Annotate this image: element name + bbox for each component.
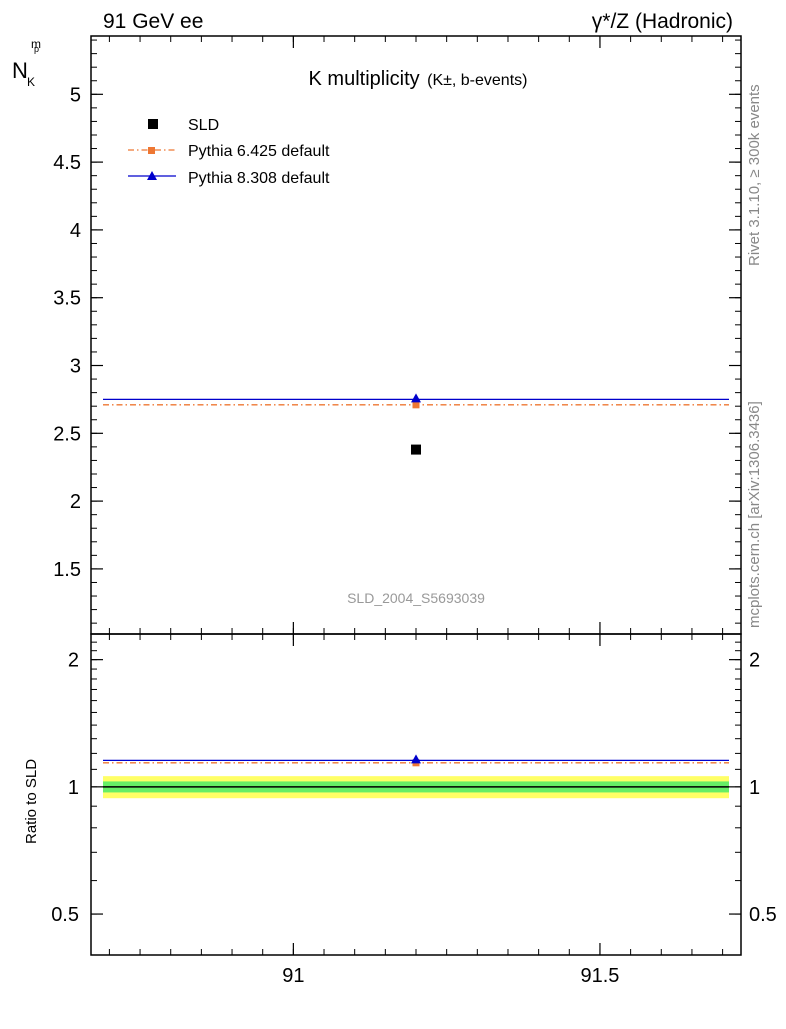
xtick-label: 91	[282, 965, 304, 987]
main-ytick-label: 3.5	[53, 288, 81, 310]
ratio-ytick-label-right: 0.5	[749, 904, 777, 926]
legend-label-py8: Pythia 8.308 default	[188, 170, 330, 187]
main-ytick-label: 1.5	[53, 559, 81, 581]
header-right: γ*/Z (Hadronic)	[592, 10, 733, 33]
main-panel: 1.5 2 2.5 3 3.5 4 4.5 5	[53, 35, 742, 635]
ratio-ytick-label-left: 2	[68, 650, 79, 672]
main-ytick-label: 2.5	[53, 423, 81, 445]
header-left: 91 GeV ee	[103, 10, 203, 33]
main-ylabel-sub: K	[27, 75, 35, 89]
analysis-watermark: SLD_2004_S5693039	[347, 590, 485, 606]
main-ylabel-sub2: m	[31, 37, 41, 51]
main-ylabel-main: N	[12, 58, 28, 83]
legend-label-sld: SLD	[188, 117, 219, 134]
main-ylabel-sup: p	[34, 44, 39, 54]
main-ytick-label: 5	[70, 84, 81, 106]
ratio-ylabel: Ratio to SLD	[23, 758, 40, 844]
ratio-marker-py8	[411, 754, 421, 764]
main-title: K multiplicity (K±, b-events)	[309, 68, 528, 90]
main-title-text: K multiplicity	[309, 68, 420, 90]
ratio-panel: 0.5 0.5 1 1 2 2 91 91.5	[51, 633, 777, 987]
legend-marker-sld	[148, 119, 158, 129]
ratio-ytick-label-left: 0.5	[51, 904, 79, 926]
main-ylabel: N K p m	[12, 37, 41, 89]
ratio-ytick-label-left: 1	[68, 777, 79, 799]
legend-marker-py8	[147, 171, 157, 180]
mcplots-label: mcplots.cern.ch [arXiv:1306.3436]	[746, 401, 763, 628]
main-ytick-label: 4.5	[53, 152, 81, 174]
legend-marker-py6	[148, 147, 155, 154]
main-title-sub: (K±, b-events)	[427, 72, 527, 89]
ratio-ytick-label-right: 2	[749, 650, 760, 672]
main-ytick-label: 3	[70, 356, 81, 378]
rivet-label: Rivet 3.1.10, ≥ 300k events	[746, 84, 763, 266]
main-ytick-label: 4	[70, 220, 81, 242]
main-ytick-label: 2	[70, 491, 81, 513]
main-marker-py8	[411, 393, 421, 403]
sld-data-point	[411, 444, 421, 455]
xtick-label: 91.5	[580, 965, 619, 987]
legend: SLD Pythia 6.425 default Pythia 8.308 de…	[128, 117, 330, 187]
ratio-ytick-label-right: 1	[749, 777, 760, 799]
main-marker-py6	[412, 401, 420, 409]
legend-label-py6: Pythia 6.425 default	[188, 143, 330, 160]
